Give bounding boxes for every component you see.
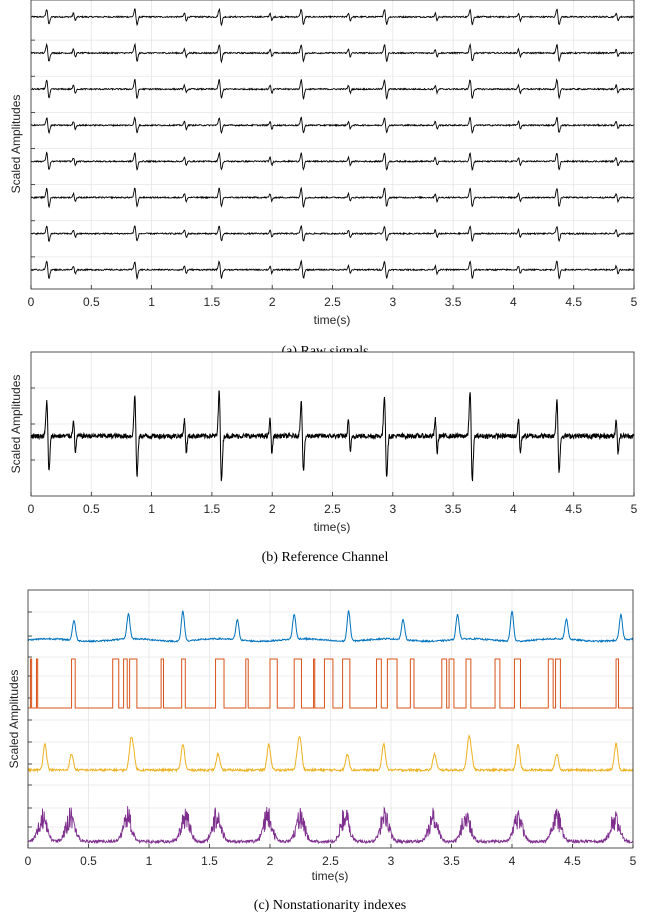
xtick-label: 3 — [388, 854, 395, 868]
xtick-label: 4.5 — [565, 502, 582, 516]
xtick-label: 1.5 — [204, 502, 221, 516]
nonstationarity-index-2-line — [28, 658, 633, 709]
xtick-label: 4.5 — [565, 295, 582, 309]
xtick-label: 5 — [630, 854, 637, 868]
raw-signal-line — [30, 42, 635, 64]
xtick-label: 2 — [269, 502, 276, 516]
raw-signal-line — [30, 116, 635, 135]
nonstationarity-index-3-line — [28, 734, 634, 774]
panel-b: 0 0.5 1 1.5 2 2.5 3 3.5 4 4.5 5 time(s) Scaled Amp… — [9, 351, 638, 565]
xtick-label: 3.5 — [443, 854, 460, 868]
xtick-label: 0 — [25, 854, 32, 868]
panel-a-series — [30, 7, 635, 281]
panel-a-xticks: 0 0.5 1 1.5 2 2.5 3 3.5 4 4.5 5 — [28, 285, 638, 309]
panel-a-grid — [31, 0, 634, 289]
panel-b-series — [30, 390, 635, 482]
reference-channel-line — [30, 390, 635, 482]
panel-a-ylabel: Scaled Amplitudes — [9, 95, 23, 194]
xtick-label: 5 — [631, 295, 638, 309]
xtick-label: 3 — [389, 295, 396, 309]
panel-b-xlabel: time(s) — [314, 520, 351, 534]
panel-b-xticks: 0 0.5 1 1.5 2 2.5 3 3.5 4 4.5 5 — [28, 492, 638, 516]
xtick-label: 1.5 — [204, 295, 221, 309]
xtick-label: 2.5 — [324, 295, 341, 309]
xtick-label: 0.5 — [80, 854, 97, 868]
xtick-label: 4.5 — [564, 854, 581, 868]
xtick-label: 0.5 — [83, 502, 100, 516]
raw-signal-line — [30, 225, 635, 243]
raw-signal-line — [30, 78, 635, 101]
panel-c-xticks: 0 0.5 1 1.5 2 2.5 3 3.5 4 4.5 5 — [25, 844, 637, 868]
xtick-label: 2.5 — [322, 854, 339, 868]
xtick-label: 5 — [631, 502, 638, 516]
panel-c: 0 0.5 1 1.5 2 2.5 3 3.5 4 4.5 5 time(s) Scaled Amp… — [7, 589, 637, 913]
panel-b-ylabel: Scaled Amplitudes — [9, 375, 23, 474]
xtick-label: 2.5 — [324, 502, 341, 516]
raw-signal-line — [30, 151, 635, 171]
raw-signal-line — [30, 259, 635, 281]
nonstationarity-index-4-line — [27, 806, 634, 845]
panel-c-series — [27, 610, 634, 845]
panel-c-xlabel: time(s) — [312, 869, 349, 883]
xtick-label: 0 — [28, 502, 35, 516]
xtick-label: 3.5 — [445, 295, 462, 309]
xtick-label: 4 — [510, 295, 517, 309]
xtick-label: 2 — [267, 854, 274, 868]
panel-c-ylabel: Scaled Amplitudes — [7, 670, 21, 769]
xtick-label: 3 — [389, 502, 396, 516]
xtick-label: 4 — [509, 854, 516, 868]
xtick-label: 2 — [269, 295, 276, 309]
raw-signal-line — [30, 7, 635, 27]
panel-c-caption: (c) Nonstationarity indexes — [254, 898, 406, 913]
xtick-label: 0.5 — [83, 295, 100, 309]
xtick-label: 4 — [510, 502, 517, 516]
xtick-label: 1 — [148, 502, 155, 516]
xtick-label: 0 — [28, 295, 35, 309]
panel-b-grid — [31, 352, 634, 496]
panel-a-xlabel: time(s) — [314, 313, 351, 327]
xtick-label: 1.5 — [201, 854, 218, 868]
xtick-label: 1 — [148, 295, 155, 309]
panel-b-caption: (b) Reference Channel — [262, 550, 389, 565]
raw-signal-line — [30, 186, 635, 209]
xtick-label: 3.5 — [445, 502, 462, 516]
xtick-label: 1 — [146, 854, 153, 868]
nonstationarity-index-1-line — [27, 610, 634, 644]
panel-c-grid — [28, 590, 633, 848]
panel-a: 0 0.5 1 1.5 2 2.5 3 3.5 4 4.5 5 time(s) Scaled Amp… — [9, 0, 638, 359]
